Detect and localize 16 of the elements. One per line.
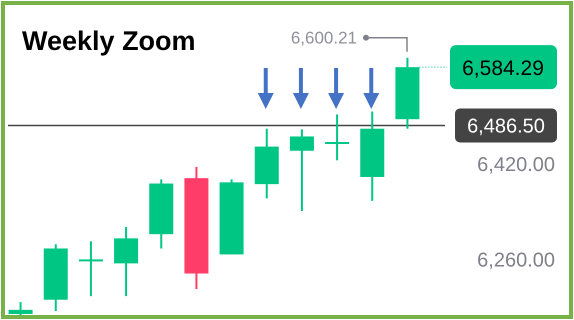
candlestick [78,240,103,298]
text: 6,584.29 [462,57,544,80]
candlestick [149,178,174,250]
candlestick [290,128,314,212]
annotation: 6,600.21 [290,28,357,48]
candlestick [360,110,384,202]
y-tick-label: 6,420.00 [477,154,555,176]
text: Weekly Zoom [22,26,196,56]
candlestick [254,128,279,200]
candlestick [44,243,68,312]
candlestick [114,226,138,298]
ref-line-label: 6,486.50 [467,115,545,138]
candlestick [325,113,350,162]
candlestick [184,166,208,290]
candlestick [220,178,244,256]
y-tick-label: 6,260.00 [477,249,555,272]
